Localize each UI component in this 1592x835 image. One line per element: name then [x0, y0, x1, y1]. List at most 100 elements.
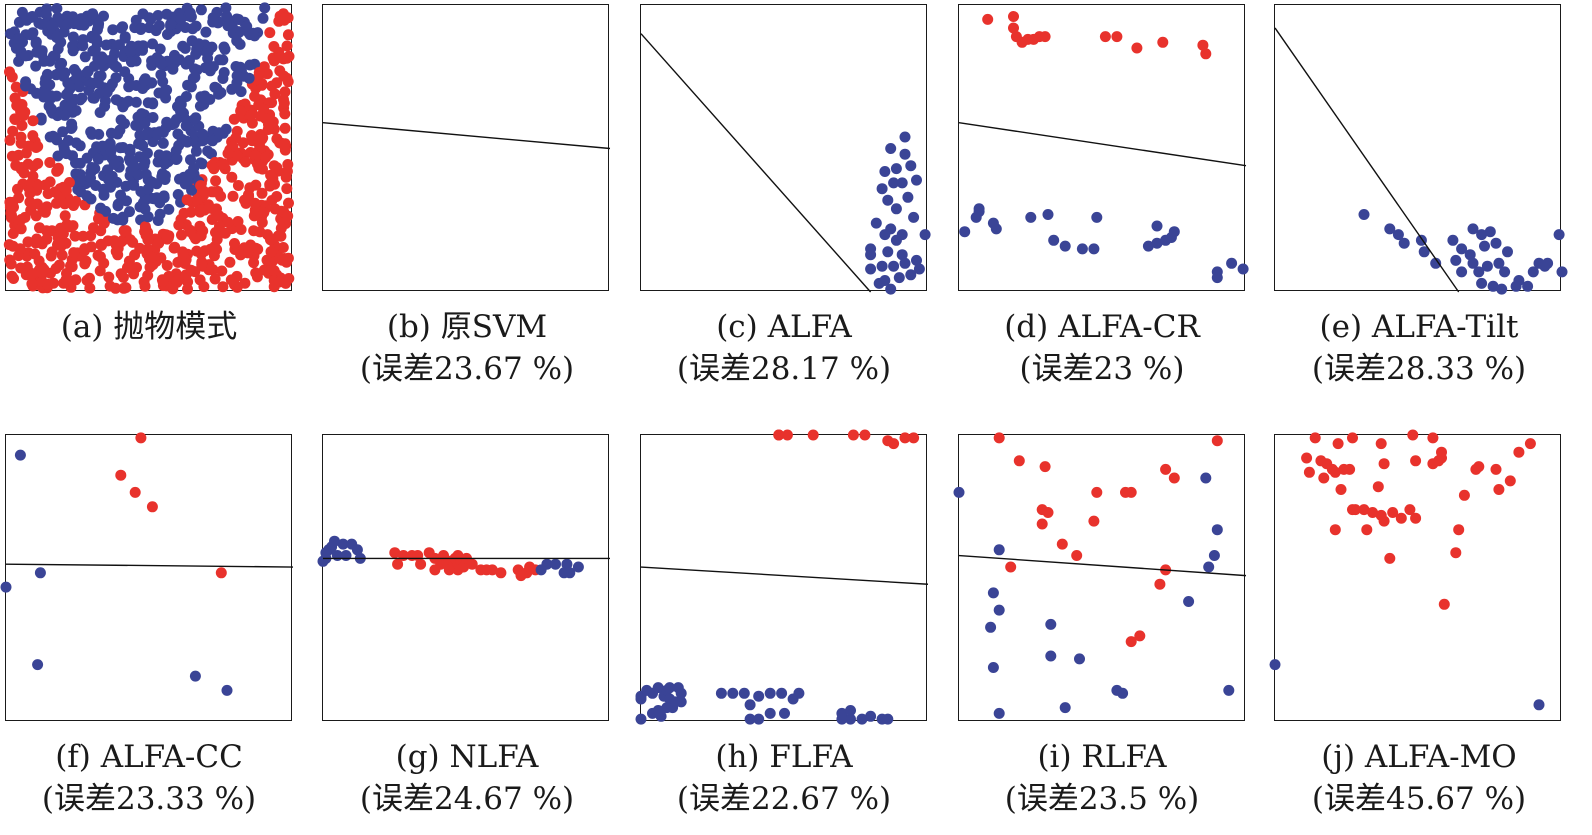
red-point: [222, 148, 234, 159]
red-point: [271, 191, 283, 202]
red-point: [27, 115, 39, 127]
red-point: [41, 233, 53, 245]
blue-point: [61, 89, 72, 101]
blue-point: [890, 163, 902, 175]
red-point: [1410, 512, 1422, 524]
blue-point: [74, 94, 86, 106]
red-point: [249, 150, 261, 162]
red-point: [140, 223, 152, 235]
blue-point: [207, 135, 218, 147]
red-point: [1039, 31, 1051, 43]
blue-point: [561, 558, 573, 570]
blue-point: [20, 50, 32, 62]
red-point: [993, 432, 1005, 444]
blue-point: [62, 18, 73, 30]
blue-point: [1091, 211, 1103, 223]
red-point: [1410, 455, 1422, 467]
red-point: [908, 432, 920, 444]
red-point: [269, 88, 281, 100]
red-point: [15, 262, 27, 274]
red-point: [161, 260, 173, 271]
blue-point: [120, 180, 132, 192]
panel-title: (d) ALFA-CR: [1004, 309, 1200, 345]
blue-point: [81, 66, 93, 78]
panel-caption: (i) RLFA (误差23.5 %): [952, 736, 1252, 820]
red-point: [27, 170, 39, 182]
blue-point: [74, 140, 86, 152]
blue-point: [207, 12, 219, 24]
blue-point: [217, 54, 229, 66]
blue-point: [51, 31, 63, 43]
blue-point: [550, 558, 561, 570]
blue-point: [1430, 257, 1442, 269]
red-point: [26, 278, 38, 290]
red-point: [276, 254, 288, 266]
panel-title: (h) FLFA: [715, 739, 853, 775]
red-point: [94, 265, 106, 277]
red-point: [1160, 463, 1172, 475]
blue-point: [1484, 226, 1496, 238]
red-point: [1358, 504, 1370, 516]
red-point: [982, 13, 994, 25]
blue-point: [231, 70, 243, 82]
blue-point: [226, 83, 238, 95]
blue-point: [147, 112, 159, 123]
panel-title: (g) NLFA: [395, 739, 539, 775]
blue-point: [30, 38, 42, 49]
blue-point: [890, 203, 902, 215]
red-point: [231, 150, 243, 162]
blue-point: [180, 120, 192, 132]
blue-point: [1117, 687, 1129, 699]
red-point: [45, 250, 57, 262]
blue-point: [0, 581, 12, 593]
red-point: [1039, 461, 1051, 473]
red-point: [1367, 507, 1379, 518]
red-point: [32, 158, 44, 169]
blue-point: [652, 682, 664, 694]
blue-point: [1476, 229, 1488, 241]
blue-point: [128, 160, 140, 172]
red-point: [1326, 463, 1338, 475]
blue-point: [27, 27, 39, 39]
red-point: [1332, 438, 1344, 450]
red-point: [1395, 512, 1407, 524]
blue-point: [75, 186, 87, 198]
red-point: [253, 67, 265, 78]
red-point: [81, 274, 93, 286]
blue-point: [52, 150, 64, 162]
blue-point: [715, 687, 727, 699]
blue-point: [16, 6, 28, 18]
blue-point: [882, 194, 894, 206]
panel-caption: (j) ALFA-MO (误差45.67 %): [1269, 736, 1569, 820]
blue-point: [158, 88, 170, 100]
red-point: [211, 234, 223, 245]
blue-point: [155, 69, 167, 81]
blue-point: [985, 621, 997, 633]
blue-point: [329, 535, 340, 547]
red-point: [280, 171, 292, 183]
red-point: [1111, 31, 1123, 43]
blue-point: [973, 206, 985, 218]
red-point: [1361, 524, 1373, 536]
plot-area-1: [3, 2, 295, 295]
blue-point: [130, 96, 142, 108]
blue-point: [179, 22, 191, 33]
panel-caption: (b) 原SVM (误差23.67 %): [317, 306, 617, 390]
blue-point: [836, 713, 848, 725]
red-point: [68, 247, 80, 259]
blue-point: [110, 72, 122, 84]
blue-point: [661, 702, 673, 714]
red-point: [859, 429, 871, 441]
blue-point: [195, 4, 207, 16]
red-point: [4, 254, 16, 266]
red-point: [178, 207, 190, 219]
plot-area-7: [317, 434, 610, 721]
blue-point: [157, 127, 169, 138]
panel-error-rate: (误差28.17 %): [676, 351, 892, 387]
blue-point: [1510, 280, 1522, 292]
red-point: [279, 138, 291, 150]
blue-point: [92, 77, 104, 89]
red-point: [240, 156, 252, 168]
red-point: [888, 438, 900, 450]
blue-point: [908, 211, 920, 223]
